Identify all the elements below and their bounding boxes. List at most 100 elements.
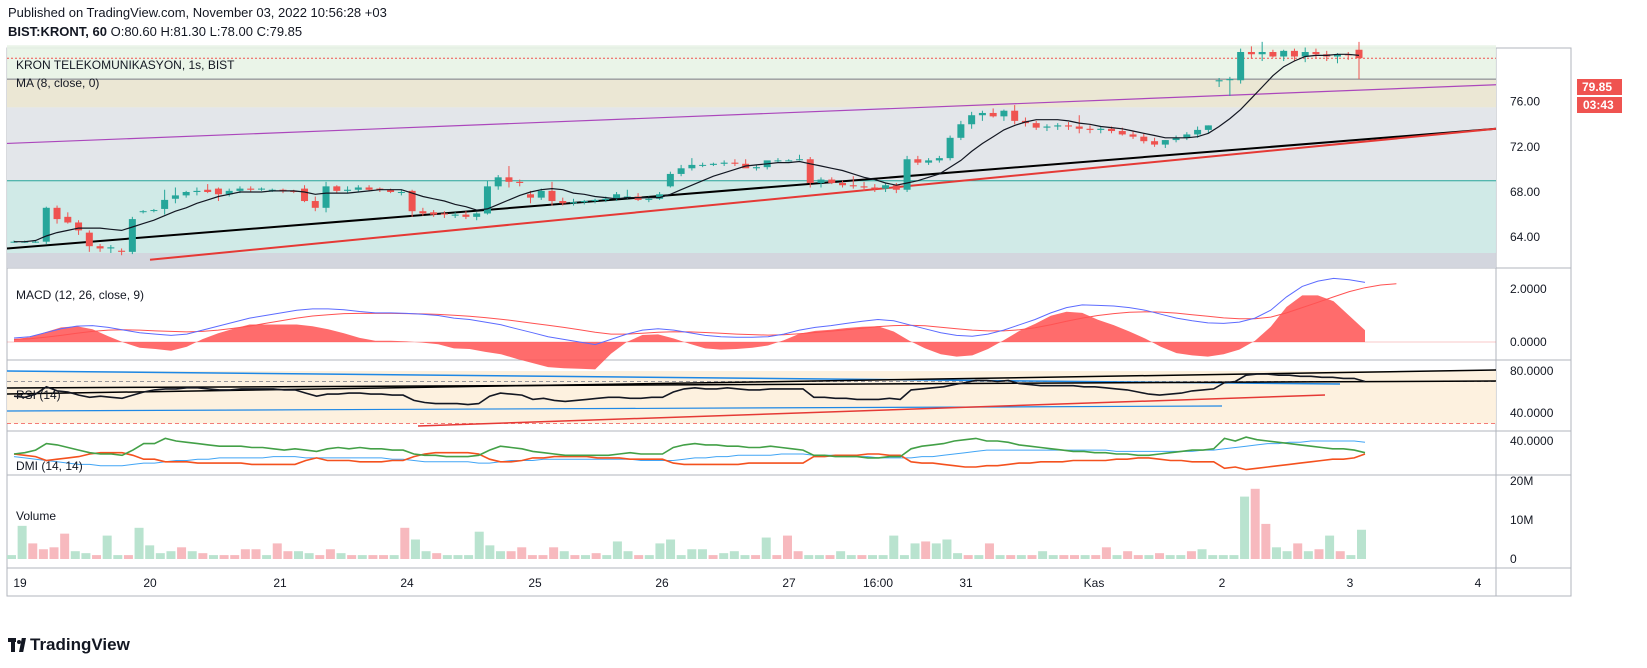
candle-body [1129, 134, 1137, 137]
macd-y-tick-label: 0.0000 [1510, 335, 1547, 349]
candle-body [645, 198, 653, 200]
volume-bar [92, 555, 102, 559]
ohlc-values: O:80.60 H:81.30 L:78.00 C:79.85 [110, 24, 303, 39]
candle-body [365, 187, 373, 190]
candle-body [871, 187, 879, 189]
volume-bar [559, 551, 569, 559]
symbol-line: BIST:KRONT, 60 O:80.60 H:81.30 L:78.00 C… [8, 24, 302, 39]
candle-body [1064, 125, 1072, 127]
volume-bar [325, 549, 335, 559]
volume-bar [612, 541, 622, 559]
candle-body [1204, 125, 1212, 130]
volume-bar [1335, 551, 1345, 559]
candle-body [344, 189, 352, 191]
x-tick-label: 20 [143, 576, 157, 590]
volume-bar [1059, 555, 1069, 559]
volume-bar [527, 555, 537, 559]
candle-body [914, 159, 922, 163]
volume-bar [357, 555, 367, 559]
x-tick-label: 24 [400, 576, 414, 590]
volume-bar [1197, 549, 1207, 559]
volume-bar [400, 527, 410, 559]
candle-body [1097, 128, 1105, 130]
candle-body [946, 137, 954, 159]
candle-body [978, 112, 986, 116]
volume-bar [113, 555, 123, 559]
volume-bar [1133, 555, 1143, 559]
x-tick-label: 2 [1219, 576, 1226, 590]
candle-body [656, 194, 664, 199]
volume-bar [7, 555, 16, 559]
countdown-tag-bg [1577, 97, 1622, 113]
rsi-y-tick-label: 40.0000 [1510, 406, 1554, 420]
volume-bar [506, 551, 516, 559]
candle-body [236, 188, 244, 191]
candle-body [1333, 54, 1341, 57]
dmi-plus-line [13, 436, 1366, 459]
candle-body [548, 190, 556, 202]
ma-line [14, 53, 1360, 243]
volume-bar [272, 543, 282, 559]
candle-body [828, 179, 836, 183]
volume-bar [1346, 555, 1356, 559]
candle-body [214, 188, 222, 195]
candle-body [247, 188, 255, 190]
candle-body [1140, 136, 1148, 142]
trendline-purple [6, 84, 1497, 145]
volume-bar [1229, 555, 1239, 559]
candle-body [419, 211, 427, 214]
rsi-legend: RSI (14) [16, 388, 61, 402]
volume-bar [1186, 551, 1196, 559]
volume-bar [974, 555, 984, 559]
macd-line [13, 277, 1366, 346]
volume-bar [644, 555, 654, 559]
volume-bar [240, 549, 250, 559]
main-y-tick-label: 68.00 [1510, 185, 1540, 199]
candle-body [483, 186, 491, 214]
volume-bar [485, 545, 495, 559]
candle-body [688, 164, 696, 169]
volume-bar [761, 537, 771, 559]
macd-histogram [14, 295, 1365, 370]
volume-bar [719, 553, 729, 559]
volume-bar [517, 547, 527, 559]
volume-bar [857, 555, 867, 559]
brand-name: TradingView [30, 635, 130, 654]
zone-grey [7, 107, 1496, 181]
x-tick-label: 4 [1475, 576, 1482, 590]
volume-legend: Volume [16, 509, 56, 523]
candle-body [720, 162, 728, 164]
volume-bar [230, 555, 240, 559]
volume-bar [1101, 547, 1111, 559]
volume-bar [336, 553, 346, 559]
volume-bar [410, 539, 420, 559]
rsi-trend-black-1 [6, 369, 1497, 395]
volume-bar [421, 551, 431, 559]
volume-bar [602, 555, 612, 559]
candle-body [430, 212, 438, 215]
candle-body [516, 181, 524, 183]
volume-bar [1218, 555, 1228, 559]
volume-bar [963, 555, 973, 559]
volume-bar [262, 555, 272, 559]
candle-body [957, 124, 965, 138]
volume-bar [379, 555, 389, 559]
volume-bar [304, 553, 314, 559]
volume-bar [60, 533, 70, 559]
candle-body [1280, 50, 1288, 57]
candle-body [903, 159, 911, 190]
volume-bar [1123, 551, 1133, 559]
candle-body [75, 222, 83, 231]
volume-bar [1006, 555, 1016, 559]
volume-bar [751, 555, 761, 559]
volume-bar [740, 555, 750, 559]
candle-body [860, 186, 868, 188]
x-tick-label: 26 [655, 576, 669, 590]
volume-bar [581, 555, 591, 559]
volume-bar [28, 543, 38, 559]
volume-bar [251, 549, 261, 559]
volume-bar [294, 551, 304, 559]
volume-bar [921, 541, 931, 559]
candle-body [1011, 110, 1019, 121]
